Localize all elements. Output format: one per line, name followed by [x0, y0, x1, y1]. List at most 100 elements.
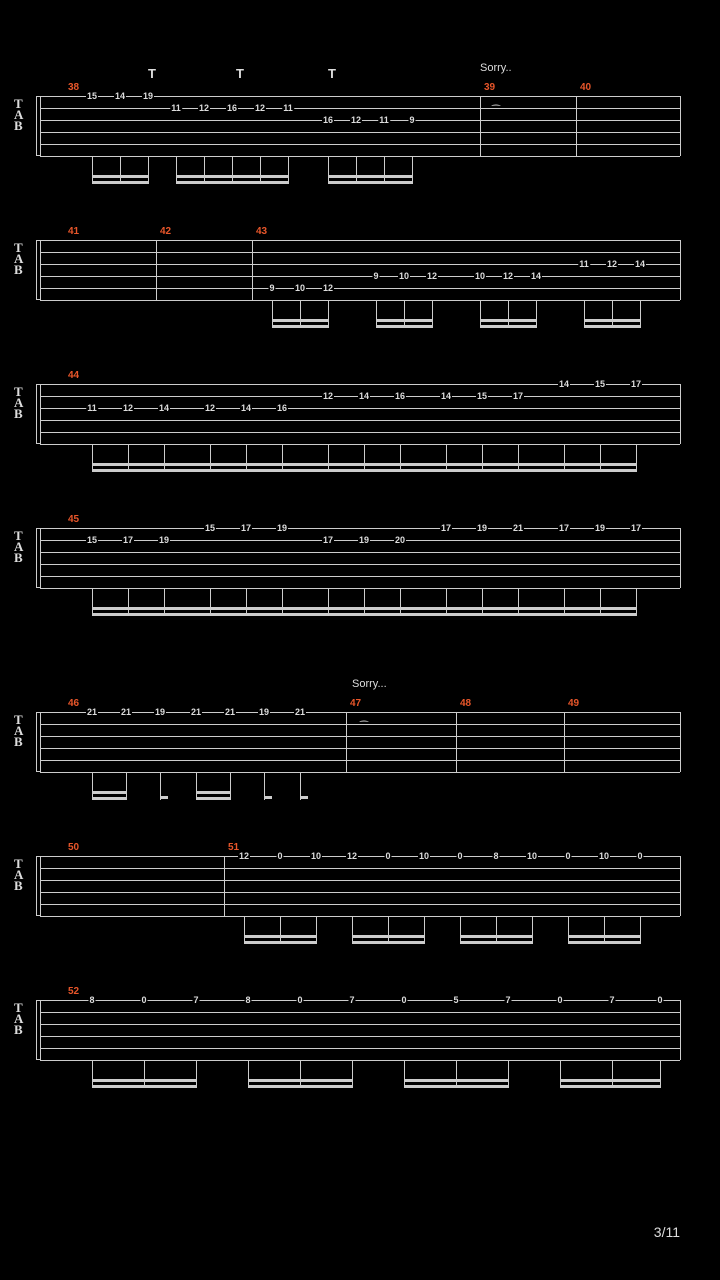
note-stem	[564, 444, 565, 472]
note-stem	[128, 588, 129, 616]
note-stem	[356, 156, 357, 184]
barline	[456, 712, 457, 772]
barline	[680, 528, 681, 588]
note-stem	[388, 916, 389, 944]
measure-number: 49	[568, 698, 579, 709]
string-line	[40, 108, 680, 109]
string-line	[40, 420, 680, 421]
beam	[92, 791, 126, 794]
lyric-text: Sorry..	[480, 62, 512, 74]
beam	[568, 935, 640, 938]
measure-number: 48	[460, 698, 471, 709]
beam	[92, 613, 636, 616]
note-stem	[92, 156, 93, 184]
fret-number: 0	[636, 852, 643, 860]
fret-number: 12	[346, 852, 358, 860]
note-stem	[446, 588, 447, 616]
beam	[92, 181, 148, 184]
beam	[176, 181, 288, 184]
fret-number: 12	[322, 392, 334, 400]
barline	[156, 240, 157, 300]
string-line	[40, 528, 680, 529]
barline	[224, 856, 225, 916]
string-line	[40, 856, 680, 857]
fret-number: 12	[322, 284, 334, 292]
note-stem	[482, 444, 483, 472]
note-stem	[404, 300, 405, 328]
note-stem	[600, 588, 601, 616]
fret-number: 8	[244, 996, 251, 1004]
beam	[460, 935, 532, 938]
fret-number: 12	[238, 852, 250, 860]
barline	[680, 1000, 681, 1060]
note-stem	[480, 300, 481, 328]
fret-number: 12	[350, 116, 362, 124]
note-stem	[282, 588, 283, 616]
beam	[328, 181, 412, 184]
note-stem	[260, 156, 261, 184]
fret-number: 9	[372, 272, 379, 280]
string-line	[40, 1012, 680, 1013]
staff-system: TAB4142439101291012101214111214	[40, 240, 680, 300]
beam	[560, 1079, 660, 1082]
fret-number: 0	[296, 996, 303, 1004]
note-stem	[456, 1060, 457, 1088]
beam	[196, 791, 230, 794]
note-stem	[518, 444, 519, 472]
note-stem	[404, 1060, 405, 1088]
fret-number: 17	[512, 392, 524, 400]
note-stem	[364, 588, 365, 616]
fret-number: 17	[630, 524, 642, 532]
measure-number: 40	[580, 82, 591, 93]
note-stem	[460, 916, 461, 944]
beam	[272, 319, 328, 322]
beam	[328, 175, 412, 178]
fret-number: 8	[88, 996, 95, 1004]
fret-number: 14	[358, 392, 370, 400]
barline	[40, 1000, 41, 1060]
fret-number: 16	[226, 104, 238, 112]
technique-mark: T	[236, 66, 244, 81]
beam	[376, 319, 432, 322]
beam	[244, 935, 316, 938]
fret-number: 7	[608, 996, 615, 1004]
note-stem	[352, 916, 353, 944]
tab-clef: TAB	[14, 242, 23, 275]
fret-number: 19	[258, 708, 270, 716]
beam	[176, 175, 288, 178]
string-line	[40, 96, 680, 97]
fret-number: 19	[594, 524, 606, 532]
note-stem	[328, 588, 329, 616]
fret-number: 14	[558, 380, 570, 388]
fret-number: 10	[598, 852, 610, 860]
fret-number: 17	[122, 536, 134, 544]
note-stem	[612, 300, 613, 328]
fret-number: 10	[294, 284, 306, 292]
page-number: 3/11	[654, 1224, 680, 1240]
fret-number: 0	[400, 996, 407, 1004]
note-stem	[640, 300, 641, 328]
string-line	[40, 564, 680, 565]
note-stem	[210, 444, 211, 472]
staff-lines: 4142439101291012101214111214	[40, 240, 680, 300]
beam	[92, 469, 636, 472]
note-stem	[568, 916, 569, 944]
note-stem	[280, 916, 281, 944]
fret-number: 16	[276, 404, 288, 412]
string-line	[40, 772, 680, 773]
fret-number: 21	[86, 708, 98, 716]
note-stem	[424, 916, 425, 944]
barline	[40, 240, 41, 300]
note-stem	[412, 156, 413, 184]
beam	[404, 1085, 508, 1088]
note-stem	[248, 1060, 249, 1088]
note-stem	[244, 916, 245, 944]
note-stem	[518, 588, 519, 616]
fret-number: 17	[630, 380, 642, 388]
fret-number: 11	[170, 104, 182, 112]
staff-lines: 44111214121416121416141517141517	[40, 384, 680, 444]
string-line	[40, 240, 680, 241]
fret-number: 10	[418, 852, 430, 860]
measure-number: 46	[68, 698, 79, 709]
fret-number: 7	[348, 996, 355, 1004]
